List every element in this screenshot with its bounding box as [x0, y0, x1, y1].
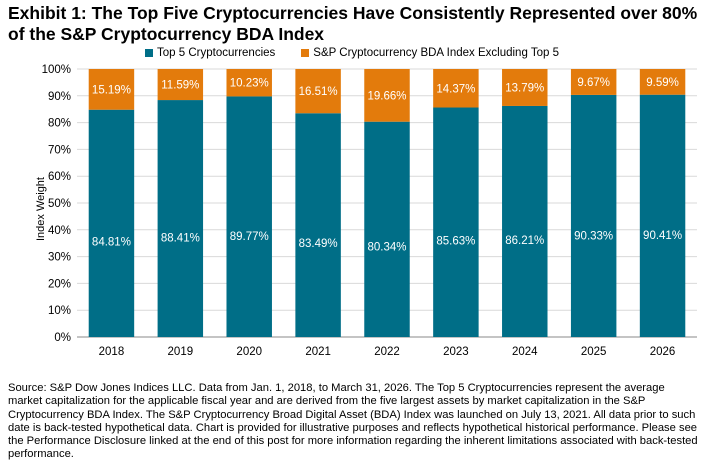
bar-top5	[226, 96, 272, 337]
bar-top5	[295, 113, 341, 338]
bar-excluding-top5	[364, 69, 410, 122]
y-tick-label: 100%	[42, 64, 71, 76]
x-tick-label: 2025	[581, 346, 607, 358]
legend-label-excluding-top5: S&P Cryptocurrency BDA Index Excluding T…	[313, 47, 559, 59]
x-tick-label: 2026	[650, 346, 676, 358]
data-label-top5: 85.63%	[436, 236, 475, 248]
legend-swatch-excluding-top5	[301, 49, 310, 57]
x-tick-label: 2023	[443, 346, 469, 358]
legend-swatch-top5	[145, 49, 154, 57]
stacked-bar-chart: 0% 10% 20% 30% 40% 50% 60% 70% 80% 90% 100% 84.81% 1…	[42, 64, 697, 358]
legend: Top 5 Cryptocurrencies S&P Cryptocurrenc…	[0, 46, 704, 60]
bar-top5	[157, 100, 204, 337]
y-tick-label: 60%	[48, 171, 71, 183]
x-tick-label: 2018	[99, 346, 125, 358]
y-tick-label: 50%	[48, 198, 71, 210]
y-tick-label: 0%	[54, 332, 71, 344]
bar-excluding-top5	[157, 69, 204, 101]
chart-title: Exhibit 1: The Top Five Cryptocurrencies…	[8, 3, 698, 44]
legend-item-excluding-top5: S&P Cryptocurrency BDA Index Excluding T…	[301, 46, 559, 60]
bar-excluding-top5	[88, 69, 135, 110]
data-label-top5: 83.49%	[299, 238, 338, 250]
data-label-excluding-top5: 9.67%	[577, 77, 610, 89]
legend-label-top5: Top 5 Cryptocurrencies	[157, 47, 276, 59]
bar-excluding-top5	[226, 69, 272, 97]
data-label-excluding-top5: 19.66%	[367, 90, 406, 102]
data-label-excluding-top5: 10.23%	[230, 78, 269, 90]
legend-item-top5: Top 5 Cryptocurrencies	[145, 46, 275, 60]
bar-top5	[639, 94, 686, 337]
bar-excluding-top5	[639, 69, 686, 95]
y-tick-label: 10%	[48, 305, 71, 317]
bar-excluding-top5	[295, 69, 341, 114]
data-label-top5: 90.41%	[643, 230, 682, 242]
y-tick-label: 20%	[48, 278, 71, 290]
data-label-excluding-top5: 15.19%	[92, 84, 131, 96]
bar-excluding-top5	[433, 69, 479, 108]
bar-excluding-top5	[502, 69, 548, 106]
data-label-top5: 90.33%	[574, 230, 613, 242]
y-tick-label: 80%	[48, 118, 71, 130]
y-tick-label: 90%	[48, 91, 71, 103]
x-tick-label: 2020	[236, 346, 262, 358]
data-label-top5: 89.77%	[230, 231, 269, 243]
bar-top5	[364, 121, 410, 337]
data-label-top5: 86.21%	[505, 235, 544, 247]
y-tick-label: 70%	[48, 144, 71, 156]
y-tick-label: 40%	[48, 225, 71, 237]
x-tick-label: 2024	[512, 346, 538, 358]
bar-top5	[433, 107, 479, 337]
data-label-excluding-top5: 16.51%	[299, 86, 338, 98]
data-label-excluding-top5: 14.37%	[436, 83, 475, 95]
bar-excluding-top5	[570, 69, 617, 95]
bar-top5	[88, 109, 135, 337]
data-label-excluding-top5: 11.59%	[161, 80, 199, 92]
x-tick-label: 2022	[374, 346, 400, 358]
data-label-top5: 80.34%	[367, 242, 406, 254]
data-label-top5: 84.81%	[92, 237, 131, 249]
bar-top5	[502, 105, 548, 337]
bar-top5	[570, 94, 617, 337]
data-label-excluding-top5: 13.79%	[505, 82, 544, 94]
data-label-excluding-top5: 9.59%	[646, 77, 679, 89]
source-footnote: Source: S&P Dow Jones Indices LLC. Data …	[8, 382, 698, 461]
y-tick-label: 30%	[48, 252, 71, 264]
data-label-top5: 88.41%	[161, 232, 200, 244]
x-tick-label: 2021	[305, 346, 331, 358]
x-tick-label: 2019	[168, 346, 194, 358]
